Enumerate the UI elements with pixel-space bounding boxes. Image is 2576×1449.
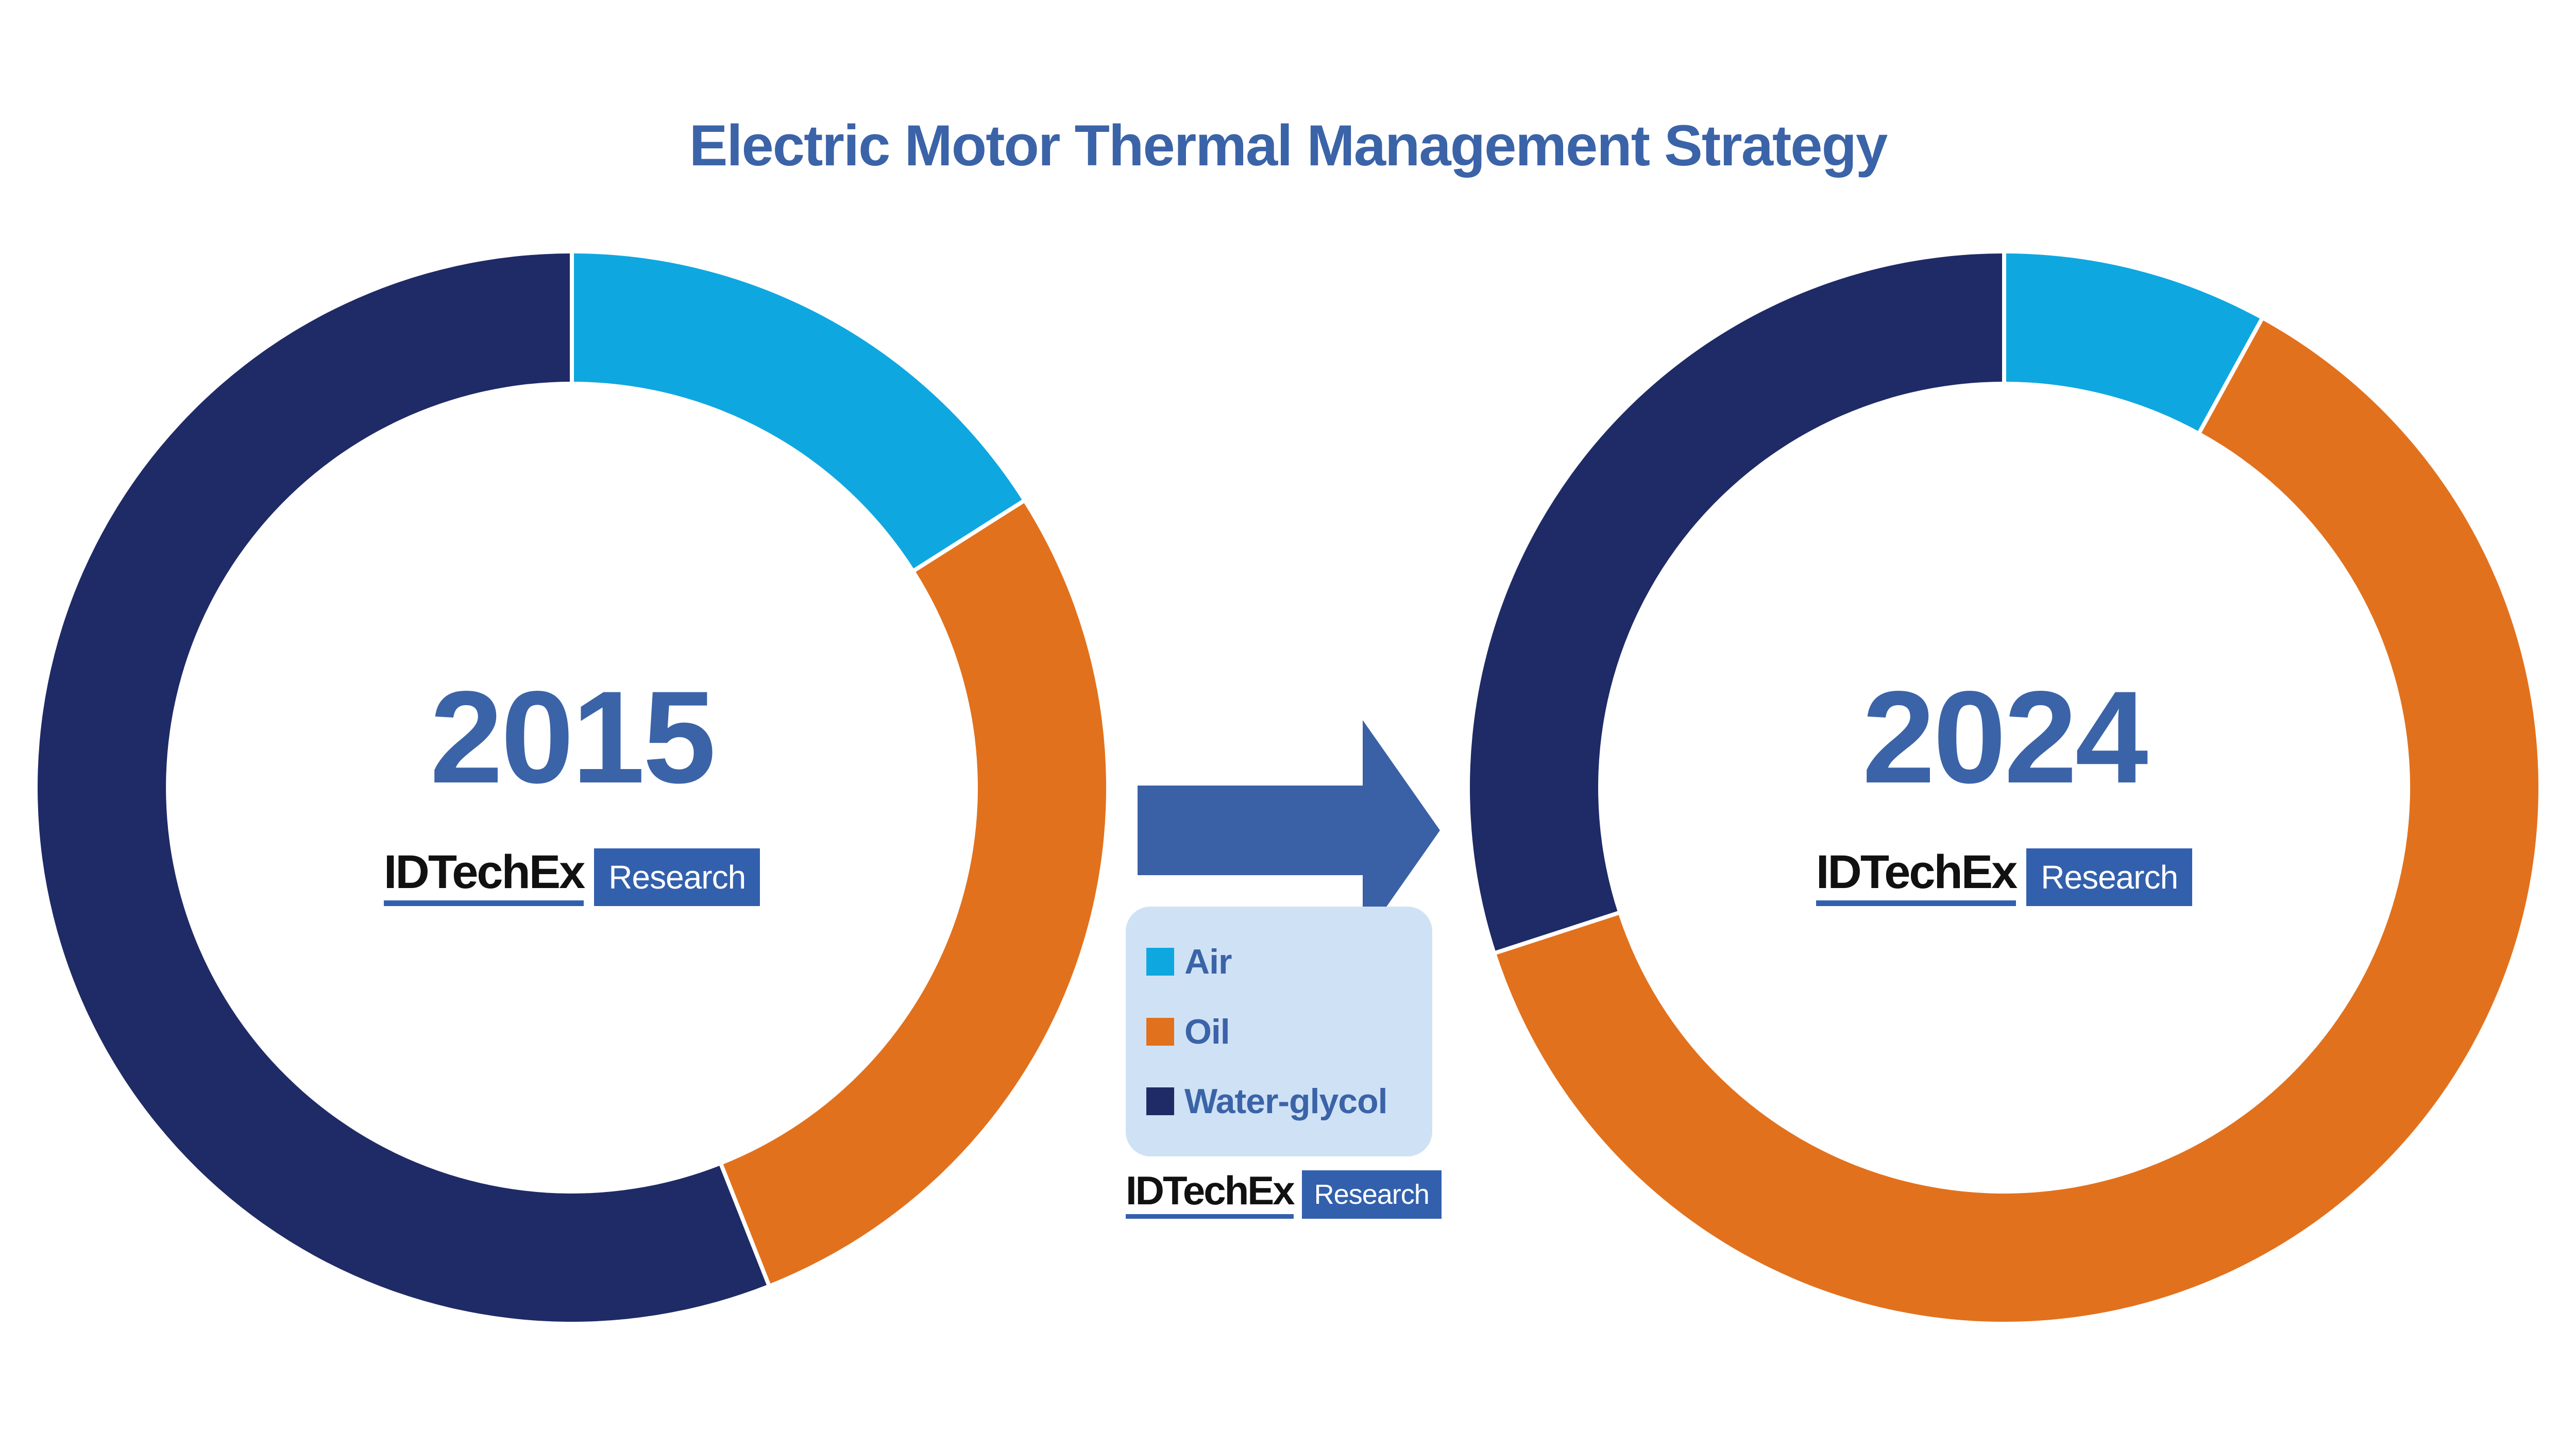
segment-separator [2197, 316, 2265, 435]
donut-segment [38, 253, 769, 1322]
air-swatch-icon [1146, 947, 1174, 976]
idtechex-underline [1816, 900, 2016, 906]
idtechex-text: IDTechEx [383, 846, 585, 898]
donut-segment [721, 501, 1107, 1285]
legend-item-air: Air [1146, 942, 1432, 982]
idtechex-text: IDTechEx [1126, 1168, 1295, 1213]
research-badge: Research [1301, 1170, 1442, 1219]
legend-label-water-glycol: Water-glycol [1184, 1082, 1388, 1121]
segment-separator [1493, 910, 1621, 956]
idtechex-underline [383, 900, 584, 906]
donut-2015-center: 2015 IDTechEx Research [263, 672, 881, 906]
research-badge: Research [2026, 848, 2193, 906]
research-badge: Research [594, 848, 760, 906]
segment-separator [718, 1162, 771, 1287]
page-title: Electric Motor Thermal Management Strate… [689, 113, 1888, 178]
donut-chart-2015 [38, 251, 1107, 1322]
idtechex-wordmark: IDTechEx [383, 846, 585, 906]
idtechex-research-logo-2015: IDTechEx Research [383, 846, 760, 906]
year-label-2024: 2024 [1862, 664, 2148, 811]
water-glycol-swatch-icon [1146, 1087, 1174, 1116]
donut-segment [2004, 253, 2262, 432]
legend-item-oil: Oil [1146, 1012, 1432, 1052]
idtechex-research-logo-bottom: IDTechEx Research [1126, 1170, 1442, 1219]
donut-segment [572, 253, 1023, 570]
year-label-2015: 2015 [430, 664, 716, 811]
donut-segment [1470, 253, 2004, 953]
idtechex-text: IDTechEx [1816, 846, 2018, 898]
legend-label-oil: Oil [1184, 1012, 1230, 1051]
right-arrow-icon [1138, 720, 1440, 941]
idtechex-wordmark: IDTechEx [1126, 1168, 1295, 1219]
idtechex-wordmark: IDTechEx [1816, 846, 2018, 906]
idtechex-underline [1126, 1214, 1294, 1219]
legend-item-water-glycol: Water-glycol [1146, 1081, 1432, 1121]
donut-chart-2024 [1470, 251, 2539, 1322]
legend: Air Oil Water-glycol [1126, 907, 1432, 1156]
legend-label-air: Air [1184, 942, 1232, 981]
segment-separator [911, 498, 1026, 573]
right-arrow-shape [1138, 720, 1440, 941]
idtechex-research-logo-2024: IDTechEx Research [1816, 846, 2193, 906]
oil-swatch-icon [1146, 1017, 1174, 1046]
bottom-logo-wrap: IDTechEx Research [1126, 1170, 1442, 1219]
donut-2024-center: 2024 IDTechEx Research [1695, 672, 2313, 906]
